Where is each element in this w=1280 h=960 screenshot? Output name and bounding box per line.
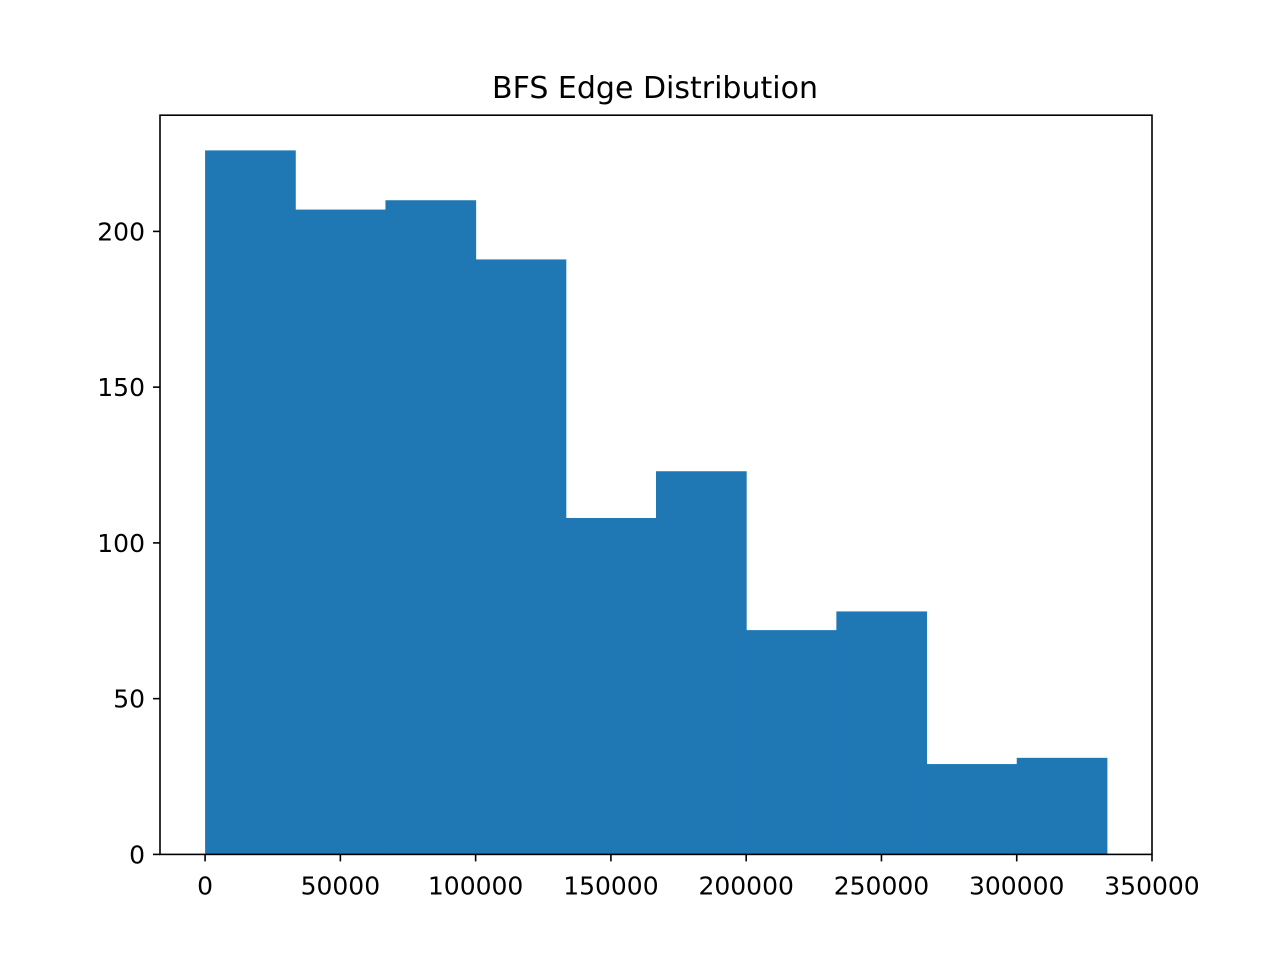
x-axis-ticks: 0 50000 100000 150000 200000 250000 300000 3500… bbox=[197, 854, 1200, 900]
y-axis-ticks: 0 50 100 150 200 bbox=[97, 217, 160, 869]
x-tick-label-2: 100000 bbox=[428, 871, 523, 900]
x-tick-label-6: 300000 bbox=[969, 871, 1064, 900]
x-tick-label-0: 0 bbox=[197, 871, 213, 900]
x-tick-label-5: 250000 bbox=[834, 871, 929, 900]
histogram-bar-9 bbox=[1016, 757, 1108, 855]
axes-frame bbox=[159, 114, 1153, 856]
histogram-bar-1 bbox=[295, 209, 386, 855]
y-tick-label-1: 50 bbox=[113, 685, 145, 714]
histogram-bar-7 bbox=[836, 611, 928, 855]
x-tick-label-4: 200000 bbox=[698, 871, 793, 900]
x-tick-label-7: 350000 bbox=[1104, 871, 1199, 900]
y-tick-label-4: 200 bbox=[97, 217, 145, 246]
histogram-bar-2 bbox=[385, 200, 477, 855]
histogram-bar-6 bbox=[746, 630, 837, 855]
histogram-bar-3 bbox=[475, 259, 567, 855]
chart-title: BFS Edge Distribution bbox=[492, 71, 818, 106]
x-tick-label-1: 50000 bbox=[301, 871, 381, 900]
histogram-bar-5 bbox=[656, 471, 747, 855]
x-tick-label-3: 150000 bbox=[563, 871, 658, 900]
histogram-bar-4 bbox=[565, 517, 657, 855]
y-tick-label-0: 0 bbox=[129, 840, 145, 869]
histogram-bar-8 bbox=[926, 764, 1018, 855]
y-tick-label-2: 100 bbox=[97, 529, 145, 558]
bars-layer bbox=[205, 150, 1108, 855]
y-tick-label-3: 150 bbox=[97, 373, 145, 402]
histogram-bar-0 bbox=[205, 150, 296, 855]
